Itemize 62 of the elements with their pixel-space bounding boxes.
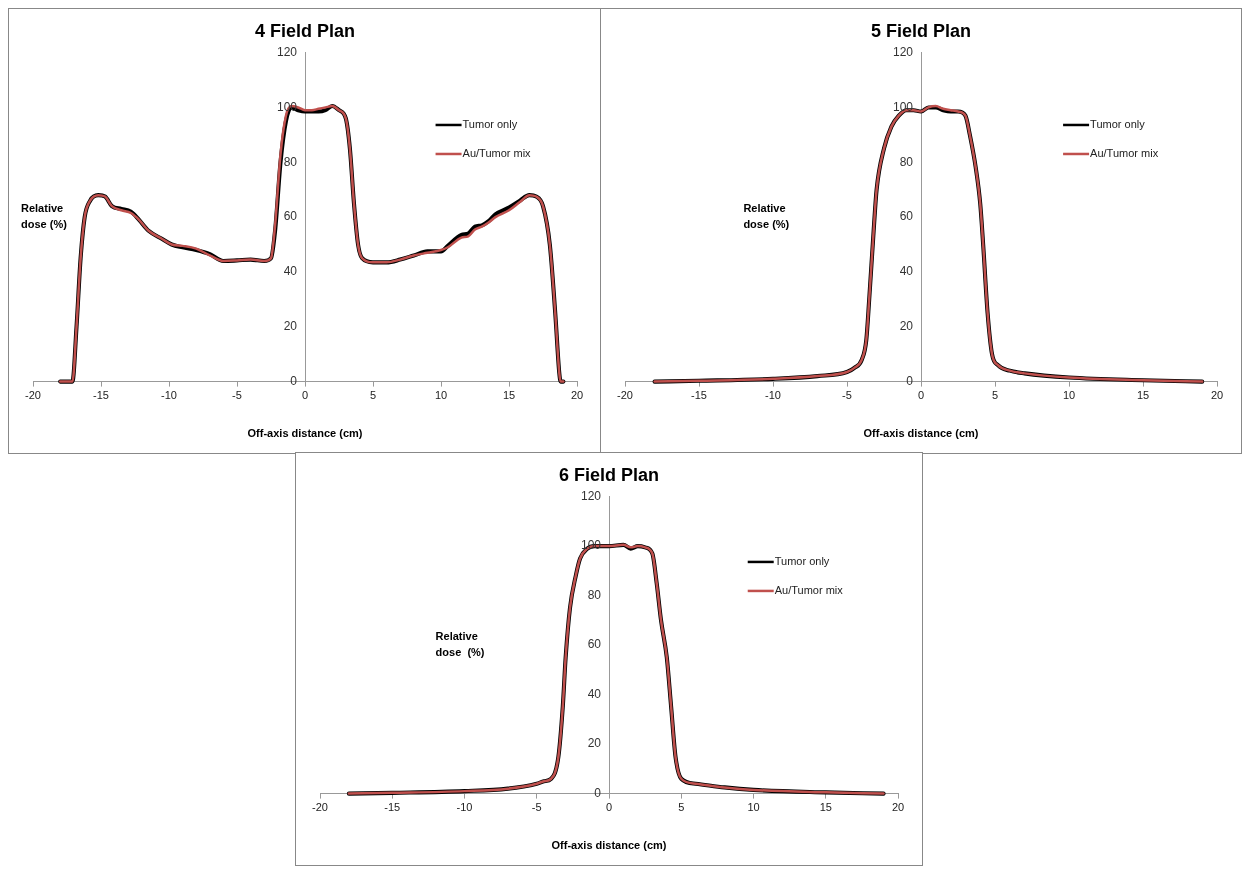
y-tick-label: 60 [899, 209, 914, 224]
y-axis-title: Relative dose (%) [743, 202, 790, 231]
y-tick-label: 20 [587, 736, 602, 751]
x-tick-label: 15 [819, 801, 832, 814]
y-tick-label: 120 [276, 44, 298, 59]
y-tick-label: 80 [899, 154, 914, 169]
y-tick-label: 60 [283, 209, 298, 224]
legend-label: Au/Tumor mix [1090, 147, 1159, 160]
x-tick-label: 5 [991, 389, 999, 402]
chart-title: 4 Field Plan [254, 20, 356, 41]
y-tick-label: 120 [892, 44, 914, 59]
y-tick-label: 40 [899, 264, 914, 279]
y-tick-label: 100 [580, 538, 602, 553]
y-tick-label: 0 [906, 373, 914, 388]
x-axis-title: Off-axis distance (cm) [247, 427, 363, 440]
x-tick-label: 5 [678, 801, 685, 814]
x-tick-label: 0 [605, 801, 613, 814]
x-tick-label: 10 [1062, 389, 1076, 402]
y-tick-label: 80 [283, 154, 298, 169]
x-tick-label: 20 [570, 389, 584, 402]
x-tick-label: 5 [369, 389, 377, 402]
chart-title: 6 Field Plan [558, 464, 660, 485]
x-tick-label: -20 [312, 801, 328, 814]
x-tick-label: -5 [232, 389, 242, 402]
chart-title: 5 Field Plan [870, 20, 972, 41]
x-tick-label: 0 [917, 389, 925, 402]
y-tick-label: 100 [276, 99, 298, 114]
y-tick-label: 20 [899, 319, 914, 334]
legend-label: Tumor only [774, 554, 830, 567]
x-tick-label: 20 [1210, 389, 1224, 402]
x-tick-label: 10 [434, 389, 448, 402]
x-tick-label: -15 [691, 389, 707, 402]
y-tick-label: 80 [587, 587, 602, 602]
x-tick-label: -20 [25, 389, 41, 402]
y-tick-label: 60 [587, 637, 602, 652]
x-tick-label: -10 [161, 389, 177, 402]
x-axis-title: Off-axis distance (cm) [551, 839, 667, 852]
x-tick-label: -5 [531, 801, 542, 814]
legend-label: Tumor only [1090, 118, 1146, 131]
y-axis-title: Relative dose (%) [21, 202, 68, 231]
y-tick-label: 0 [594, 785, 602, 800]
x-tick-label: -10 [456, 801, 473, 814]
legend-label: Au/Tumor mix [462, 147, 532, 160]
x-tick-label: 15 [1136, 389, 1150, 402]
y-axis-title: Relative dose (%) [435, 630, 485, 659]
x-tick-label: -5 [842, 389, 852, 402]
x-tick-label: 15 [502, 389, 516, 402]
y-tick-label: 20 [283, 319, 298, 334]
legend-label: Au/Tumor mix [774, 583, 844, 596]
legend-label: Tumor only [462, 118, 518, 131]
x-axis-title: Off-axis distance (cm) [863, 427, 979, 440]
x-tick-label: -20 [617, 389, 633, 402]
x-tick-label: -10 [765, 389, 781, 402]
y-tick-label: 40 [283, 264, 298, 279]
x-tick-label: -15 [93, 389, 109, 402]
x-tick-label: 0 [301, 389, 309, 402]
x-tick-label: 10 [747, 801, 760, 814]
y-tick-label: 100 [892, 99, 914, 114]
x-tick-label: -15 [384, 801, 401, 814]
y-tick-label: 0 [290, 373, 298, 388]
y-tick-label: 120 [580, 488, 602, 503]
y-tick-label: 40 [587, 686, 602, 701]
